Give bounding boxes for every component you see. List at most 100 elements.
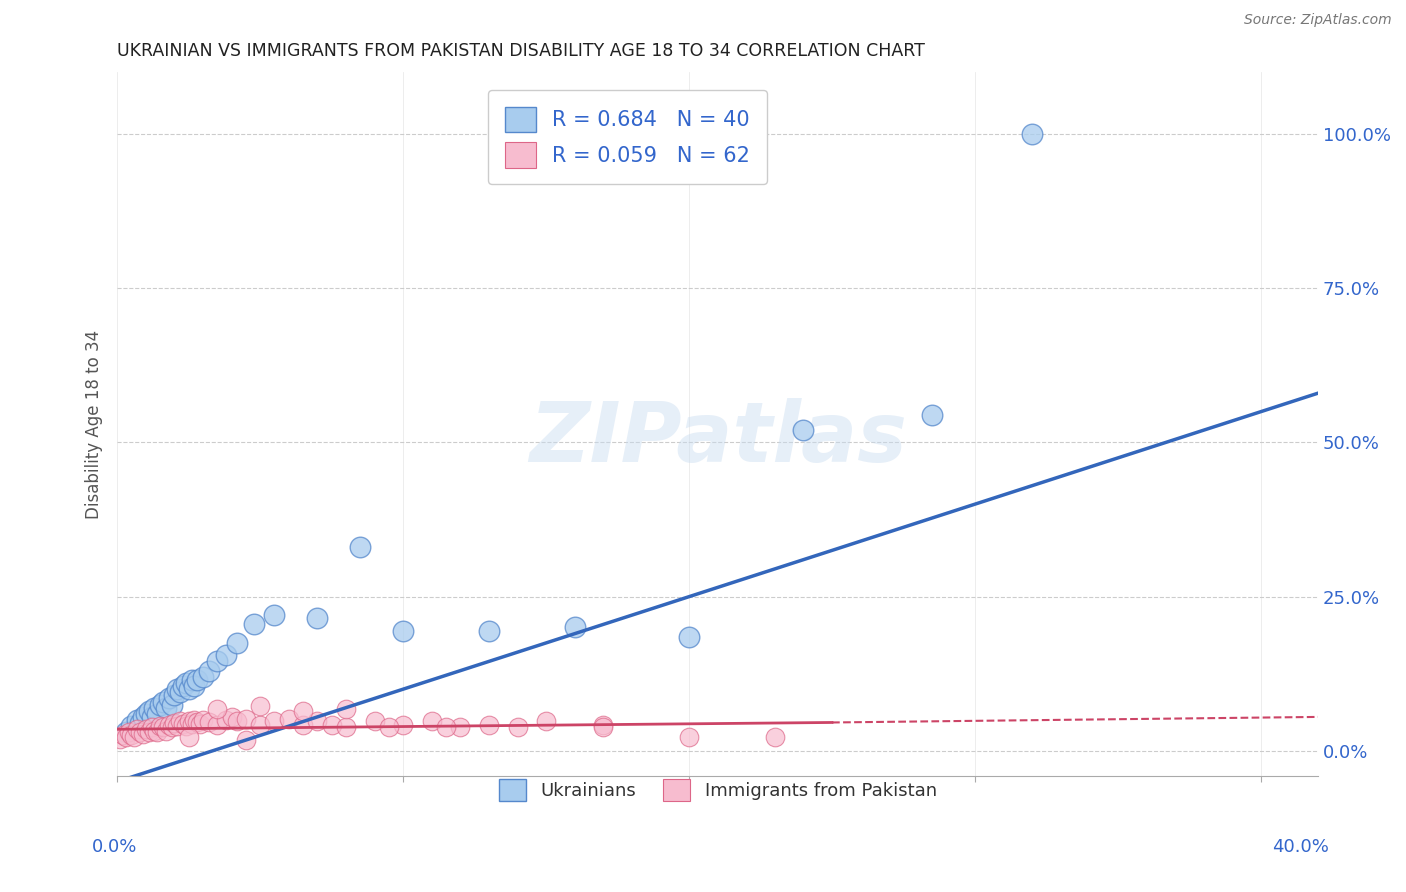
Point bbox=[321, 718, 343, 732]
Point bbox=[449, 720, 471, 734]
Point bbox=[160, 698, 183, 712]
Point bbox=[392, 718, 415, 732]
Point bbox=[127, 723, 149, 737]
Point bbox=[263, 714, 285, 729]
Point bbox=[335, 702, 357, 716]
Point bbox=[132, 726, 155, 740]
Point bbox=[172, 716, 194, 731]
Point bbox=[143, 700, 166, 714]
Point bbox=[129, 725, 152, 739]
Point bbox=[114, 725, 136, 739]
Point bbox=[207, 654, 229, 668]
Point bbox=[163, 716, 186, 731]
Point bbox=[108, 731, 131, 746]
Point bbox=[177, 714, 200, 729]
Point bbox=[177, 682, 200, 697]
Point bbox=[478, 718, 501, 732]
Point bbox=[534, 714, 557, 729]
Point bbox=[506, 720, 529, 734]
Text: UKRAINIAN VS IMMIGRANTS FROM PAKISTAN DISABILITY AGE 18 TO 34 CORRELATION CHART: UKRAINIAN VS IMMIGRANTS FROM PAKISTAN DI… bbox=[117, 42, 925, 60]
Point bbox=[235, 732, 257, 747]
Point bbox=[207, 702, 229, 716]
Text: ZIPatlas: ZIPatlas bbox=[529, 398, 907, 478]
Point bbox=[197, 715, 219, 730]
Point bbox=[124, 731, 146, 745]
Text: 40.0%: 40.0% bbox=[1272, 838, 1329, 856]
Point bbox=[135, 706, 157, 721]
Point bbox=[215, 648, 238, 663]
Point bbox=[155, 700, 177, 714]
Point bbox=[678, 630, 700, 644]
Point bbox=[191, 670, 214, 684]
Point bbox=[127, 713, 149, 727]
Point bbox=[180, 716, 202, 731]
Point bbox=[177, 731, 200, 745]
Point bbox=[235, 712, 257, 726]
Point bbox=[141, 710, 163, 724]
Point bbox=[155, 724, 177, 739]
Point bbox=[335, 720, 357, 734]
Point bbox=[152, 720, 174, 734]
Point bbox=[186, 715, 208, 730]
Point bbox=[292, 718, 315, 732]
Point bbox=[221, 710, 243, 724]
Point bbox=[292, 704, 315, 718]
Point bbox=[121, 719, 143, 733]
Point bbox=[592, 718, 614, 732]
Point bbox=[226, 636, 249, 650]
Point bbox=[138, 704, 160, 718]
Point bbox=[420, 714, 443, 729]
Point bbox=[117, 725, 139, 739]
Point bbox=[152, 694, 174, 708]
Point bbox=[763, 731, 786, 745]
Text: Source: ZipAtlas.com: Source: ZipAtlas.com bbox=[1244, 13, 1392, 28]
Point bbox=[1021, 127, 1043, 141]
Point bbox=[363, 714, 385, 729]
Point bbox=[129, 716, 152, 731]
Text: 0.0%: 0.0% bbox=[91, 838, 136, 856]
Point bbox=[186, 673, 208, 687]
Point bbox=[141, 720, 163, 734]
Point bbox=[157, 691, 180, 706]
Point bbox=[143, 724, 166, 739]
Point bbox=[166, 682, 188, 697]
Point bbox=[121, 728, 143, 742]
Point bbox=[197, 664, 219, 678]
Point bbox=[172, 679, 194, 693]
Point bbox=[592, 720, 614, 734]
Point bbox=[263, 608, 285, 623]
Point bbox=[183, 713, 205, 727]
Point bbox=[188, 717, 211, 731]
Point bbox=[135, 723, 157, 737]
Point bbox=[378, 720, 401, 734]
Point bbox=[114, 731, 136, 745]
Point bbox=[149, 698, 172, 712]
Point bbox=[249, 699, 271, 714]
Point bbox=[160, 720, 183, 734]
Point bbox=[792, 423, 814, 437]
Point bbox=[132, 710, 155, 724]
Point bbox=[307, 611, 329, 625]
Point bbox=[157, 718, 180, 732]
Point bbox=[921, 408, 943, 422]
Point bbox=[180, 673, 202, 687]
Point bbox=[564, 620, 586, 634]
Point bbox=[146, 706, 169, 721]
Point bbox=[138, 725, 160, 739]
Legend: Ukrainians, Immigrants from Pakistan: Ukrainians, Immigrants from Pakistan bbox=[484, 764, 950, 815]
Point bbox=[174, 676, 197, 690]
Point bbox=[277, 712, 299, 726]
Point bbox=[349, 541, 371, 555]
Point bbox=[678, 731, 700, 745]
Y-axis label: Disability Age 18 to 34: Disability Age 18 to 34 bbox=[86, 329, 103, 518]
Point bbox=[111, 728, 134, 742]
Point bbox=[215, 713, 238, 727]
Point bbox=[392, 624, 415, 638]
Point bbox=[207, 718, 229, 732]
Point bbox=[183, 679, 205, 693]
Point bbox=[166, 719, 188, 733]
Point bbox=[169, 685, 191, 699]
Point bbox=[163, 689, 186, 703]
Point bbox=[169, 714, 191, 729]
Point bbox=[149, 719, 172, 733]
